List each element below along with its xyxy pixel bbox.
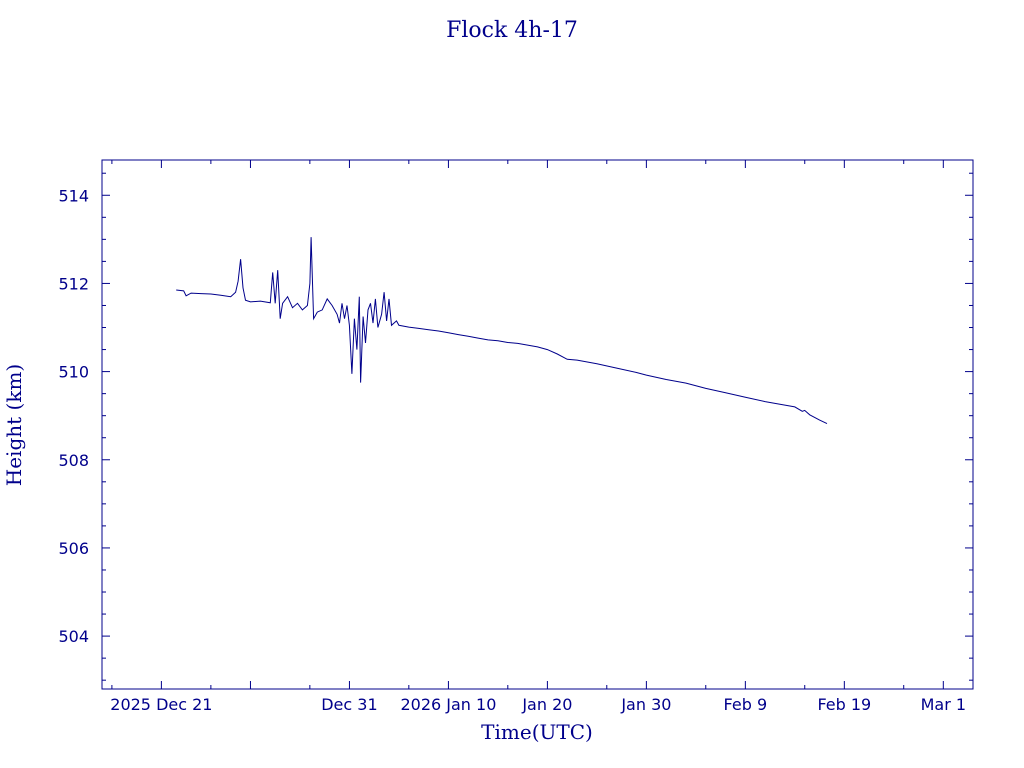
- x-axis-title: Time(UTC): [481, 720, 593, 744]
- chart-title: Flock 4h-17: [446, 18, 578, 43]
- x-tick-label: 2026 Jan 10: [400, 695, 496, 714]
- x-tick-label: Feb 19: [817, 695, 871, 714]
- x-tick-label: Dec 31: [321, 695, 377, 714]
- y-tick-label: 504: [58, 627, 89, 646]
- y-tick-label: 512: [58, 274, 89, 293]
- x-tick-label: 2025 Dec 21: [110, 695, 212, 714]
- series-line: [176, 237, 828, 425]
- x-tick-label: Feb 9: [724, 695, 768, 714]
- x-tick-label: Jan 20: [521, 695, 572, 714]
- y-tick-label: 506: [58, 539, 89, 558]
- y-tick-label: 508: [58, 451, 89, 470]
- axis-ticks: 2025 Dec 21 Dec 31 2026 Jan 10 Jan 20 Jan 30…: [58, 160, 973, 714]
- series-group: [176, 237, 828, 425]
- y-axis-title: Height (km): [2, 364, 26, 486]
- y-tick-label: 510: [58, 363, 89, 382]
- plot-frame: [101, 159, 974, 690]
- x-tick-label: Mar 1: [921, 695, 966, 714]
- x-tick-label: Jan 30: [620, 695, 671, 714]
- y-tick-label: 514: [58, 186, 89, 205]
